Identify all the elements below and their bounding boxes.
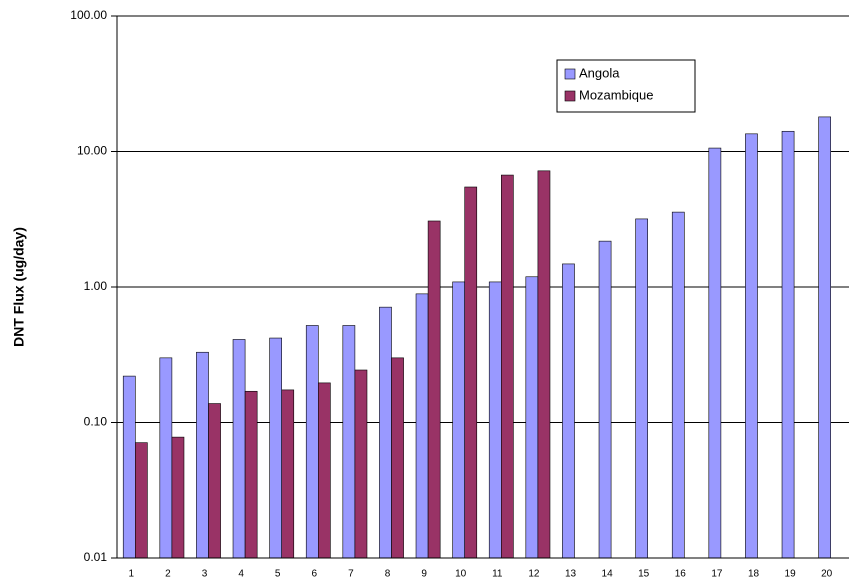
bar [122, 375, 136, 559]
x-tick-label: 12 [528, 569, 540, 580]
legend-swatch [564, 68, 576, 80]
x-tick-label: 5 [275, 569, 281, 580]
bar [537, 170, 551, 559]
bar [708, 147, 722, 559]
bar [379, 306, 392, 559]
bar [464, 186, 478, 559]
bar [354, 369, 368, 559]
y-axis-label: DNT Flux (ug/day) [11, 227, 27, 347]
bar [745, 133, 758, 559]
bar [342, 325, 356, 559]
y-tick-label: 1.00 [84, 279, 108, 293]
x-tick-label: 6 [312, 569, 318, 580]
bar [415, 293, 429, 559]
legend: Angola Mozambique [556, 59, 696, 113]
y-tick-label: 100.00 [70, 8, 107, 22]
bar [562, 263, 575, 559]
y-tick-label: 10.00 [77, 144, 107, 158]
legend-label: Angola [579, 65, 620, 80]
bar [135, 442, 148, 559]
x-tick-label: 9 [421, 569, 427, 580]
x-tick-label: 15 [638, 569, 650, 580]
x-tick-label: 16 [675, 569, 687, 580]
x-tick-label: 11 [492, 569, 503, 580]
bar [305, 325, 319, 559]
bar [317, 382, 331, 559]
bar [232, 339, 246, 559]
bar [391, 357, 404, 559]
legend-label: Mozambique [579, 87, 653, 102]
x-tick-label: 17 [711, 569, 723, 580]
bar [452, 281, 466, 559]
bar [281, 389, 295, 559]
x-tick-label: 14 [602, 569, 614, 580]
y-tick-label: 0.10 [84, 415, 108, 429]
x-tick-label: 4 [238, 569, 244, 580]
x-tick-label: 1 [129, 569, 135, 580]
bar [196, 351, 209, 559]
bar [635, 218, 649, 559]
bar [269, 337, 283, 559]
x-tick-label: 2 [165, 569, 171, 580]
bar [427, 220, 441, 559]
legend-box [556, 59, 696, 113]
x-tick-label: 13 [565, 569, 577, 580]
bar [818, 116, 832, 559]
y-tick-label: 0.01 [84, 550, 108, 564]
bar [159, 357, 173, 559]
x-tick-label: 3 [202, 569, 208, 580]
bar [500, 174, 514, 559]
legend-swatch [564, 90, 576, 102]
x-tick-label: 19 [785, 569, 797, 580]
bar [488, 281, 502, 559]
bar [208, 403, 221, 559]
x-tick-label: 18 [748, 569, 760, 580]
bar [244, 390, 258, 559]
x-tick-label: 10 [455, 569, 467, 580]
bar [171, 436, 185, 559]
bar [525, 276, 539, 559]
bar [671, 211, 685, 559]
bar [781, 130, 795, 559]
x-tick-label: 20 [821, 569, 833, 580]
bar [598, 240, 612, 559]
x-tick-label: 7 [348, 569, 354, 580]
x-tick-label: 8 [385, 569, 391, 580]
